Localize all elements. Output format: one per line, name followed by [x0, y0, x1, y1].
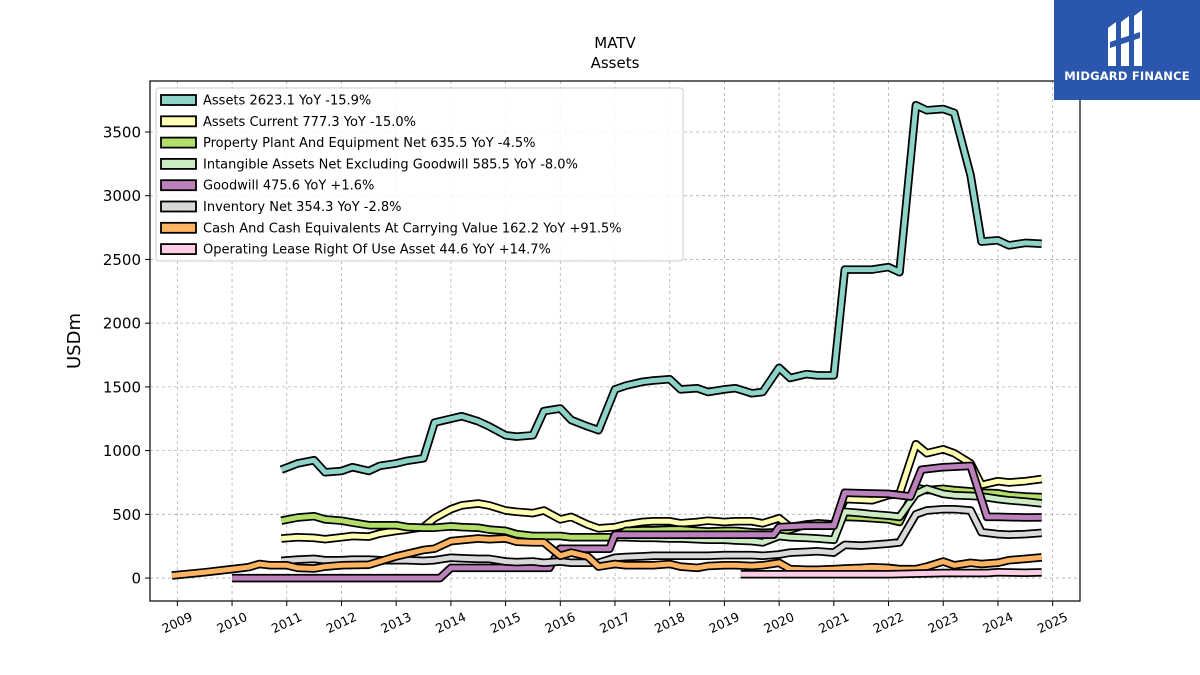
series-assets: [279, 100, 1042, 477]
legend-entry: Assets Current 777.3 YoY -15.0%: [160, 115, 416, 130]
legend-label: Goodwill 475.6 YoY +1.6%: [203, 179, 374, 194]
series-line: [232, 463, 1042, 581]
legend-entry: Cash And Cash Equivalents At Carrying Va…: [160, 221, 622, 236]
legend-label: Assets Current 777.3 YoY -15.0%: [203, 115, 416, 130]
x-tick-label: 2024: [980, 609, 1015, 636]
x-tick-label: 2020: [761, 609, 796, 636]
series-line: [281, 506, 1042, 566]
x-tick-label: 2018: [652, 609, 687, 636]
legend-swatch: [160, 94, 197, 106]
midgard-finance-logo: MIDGARD FINANCE: [1054, 0, 1200, 100]
x-tick-label: 2012: [324, 609, 359, 636]
series-layer: [171, 100, 1043, 583]
legend-entry: Assets 2623.1 YoY -15.9%: [160, 94, 371, 109]
x-tick-label: 2021: [816, 609, 851, 636]
series-operating-lease-right-of-use-asset: [740, 568, 1042, 579]
y-tick-label: 500: [112, 506, 141, 524]
x-tick-label: 2013: [378, 609, 413, 636]
legend-box: [155, 87, 684, 262]
x-axis-ticks: 2009 2010 2011 2012 2013 2014 2015 2016 2017 2018…: [160, 601, 1070, 636]
legend-label: Inventory Net 354.3 YoY -2.8%: [203, 200, 402, 215]
x-tick-label: 2025: [1035, 609, 1070, 636]
x-tick-label: 2014: [433, 609, 468, 636]
legend-swatch: [160, 221, 197, 234]
legend-swatch: [160, 157, 197, 170]
legend-entry: Inventory Net 354.3 YoY -2.8%: [160, 200, 402, 215]
legend-swatch: [160, 243, 197, 256]
legend-entry: Intangible Assets Net Excluding Goodwill…: [160, 157, 578, 172]
y-tick-label: 3500: [103, 123, 141, 141]
y-tick-label: 1500: [103, 378, 141, 396]
series-line: [740, 569, 1042, 577]
series-line: [280, 102, 1042, 475]
legend-swatch: [160, 136, 197, 149]
legend-entry: Property Plant And Equipment Net 635.5 Y…: [160, 136, 536, 151]
series-goodwill: [232, 461, 1042, 583]
legend-entry: Operating Lease Right Of Use Asset 44.6 …: [160, 243, 551, 258]
legend: Assets 2623.1 YoY -15.9% Assets Current 7…: [155, 87, 684, 262]
x-tick-label: 2017: [597, 609, 632, 636]
logo-mark-icon: [1108, 10, 1142, 66]
y-tick-label: 0: [131, 570, 141, 588]
chart-subtitle: Assets: [591, 54, 640, 72]
x-tick-label: 2015: [488, 609, 523, 636]
y-axis-label: USDm: [64, 313, 85, 369]
legend-label: Property Plant And Equipment Net 635.5 Y…: [203, 136, 536, 151]
logo-text: MIDGARD FINANCE: [1064, 69, 1190, 83]
x-tick-label: 2009: [160, 609, 195, 636]
x-tick-label: 2023: [925, 609, 960, 636]
legend-swatch: [160, 115, 197, 128]
x-tick-label: 2016: [542, 609, 577, 636]
x-tick-label: 2022: [871, 609, 906, 636]
legend-label: Assets 2623.1 YoY -15.9%: [203, 94, 371, 109]
y-tick-label: 1000: [103, 442, 141, 460]
series-line: [171, 536, 1042, 578]
y-tick-label: 2000: [103, 315, 141, 333]
x-tick-label: 2010: [214, 609, 249, 636]
x-tick-label: 2011: [269, 609, 304, 636]
legend-label: Cash And Cash Equivalents At Carrying Va…: [203, 221, 622, 236]
chart-title: MATV: [594, 34, 636, 52]
series-cash-and-cash-equivalents-at-carrying-value: [171, 534, 1043, 580]
y-tick-label: 3000: [103, 187, 141, 205]
x-tick-label: 2019: [707, 609, 742, 636]
legend-entry: Goodwill 475.6 YoY +1.6%: [160, 179, 374, 194]
legend-swatch: [160, 200, 197, 213]
series-inventory-net: [280, 504, 1043, 568]
legend-label: Operating Lease Right Of Use Asset 44.6 …: [203, 243, 551, 258]
y-axis-ticks: 0 500 1000 1500 2000 2500 3000 3500: [103, 123, 150, 588]
legend-swatch: [160, 179, 197, 192]
y-tick-label: 2500: [103, 251, 141, 269]
legend-label: Intangible Assets Net Excluding Goodwill…: [203, 157, 578, 172]
